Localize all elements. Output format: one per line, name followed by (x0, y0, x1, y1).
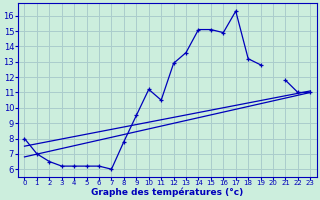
X-axis label: Graphe des températures (°c): Graphe des températures (°c) (91, 187, 244, 197)
